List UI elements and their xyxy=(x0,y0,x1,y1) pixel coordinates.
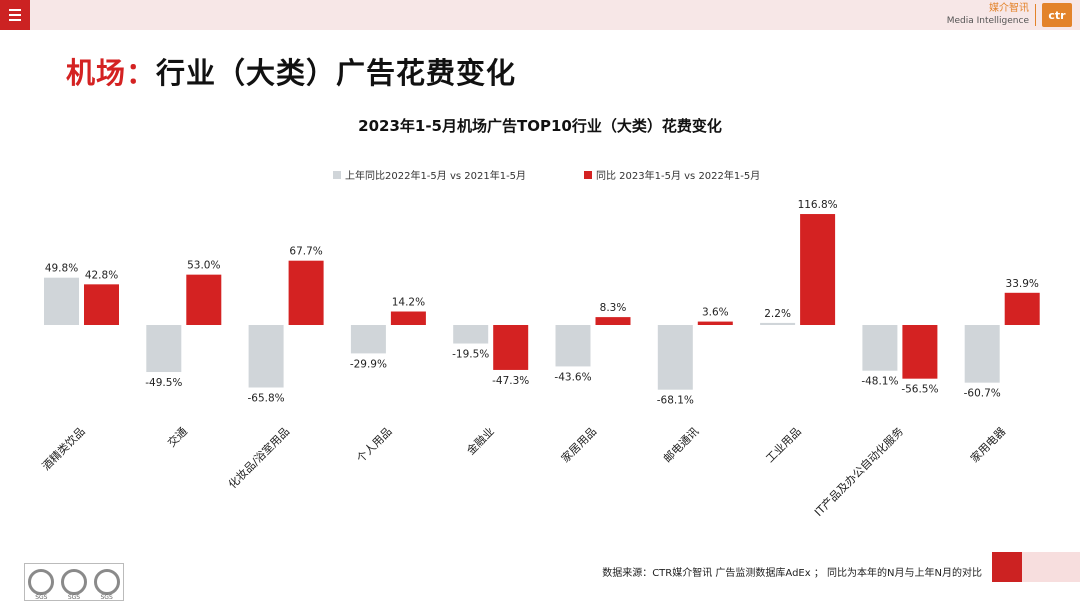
data-label-curr-1: 53.0% xyxy=(187,260,220,272)
data-label-prev-7: 2.2% xyxy=(764,308,791,320)
data-label-curr-6: 3.6% xyxy=(702,307,729,319)
bar-curr-9 xyxy=(1004,292,1040,325)
data-label-curr-4: -47.3% xyxy=(492,375,529,387)
category-label-5: 家居用品 xyxy=(558,424,599,465)
data-label-prev-2: -65.8% xyxy=(248,393,285,405)
certification-badges: SGS SGS SGS xyxy=(24,563,124,601)
bar-curr-2 xyxy=(288,260,324,325)
hamburger-menu-icon[interactable] xyxy=(0,0,30,30)
bar-prev-9 xyxy=(964,325,1000,383)
bar-prev-6 xyxy=(657,325,693,390)
legend-swatch-prev xyxy=(333,170,341,179)
data-label-curr-5: 8.3% xyxy=(600,302,627,314)
category-label-6: 邮电通讯 xyxy=(661,425,701,465)
footer-accent-block xyxy=(992,552,1022,582)
bar-curr-5 xyxy=(595,317,631,325)
data-label-curr-0: 42.8% xyxy=(85,269,118,281)
bar-prev-5 xyxy=(555,325,591,367)
category-label-2: 化妆品/浴室用品 xyxy=(225,424,292,491)
data-label-prev-0: 49.8% xyxy=(45,263,78,275)
data-label-prev-6: -68.1% xyxy=(657,395,694,407)
brand-name-en: Media Intelligence xyxy=(946,16,1029,26)
data-label-prev-9: -60.7% xyxy=(964,388,1001,400)
data-label-curr-7: 116.8% xyxy=(798,199,838,211)
bar-prev-7 xyxy=(760,322,796,325)
category-label-4: 金融业 xyxy=(464,424,497,457)
data-label-prev-8: -48.1% xyxy=(861,376,898,388)
legend-swatch-curr xyxy=(584,170,592,179)
data-label-curr-8: -56.5% xyxy=(901,384,938,396)
data-label-prev-3: -29.9% xyxy=(350,358,387,370)
data-source-note: 数据来源：CTR媒介智讯 广告监测数据库AdEx ； 同比为本年的N月与上年N月… xyxy=(602,568,982,579)
data-label-curr-3: 14.2% xyxy=(392,297,425,309)
top-bar: 媒介智讯 Media Intelligence ctr xyxy=(0,0,1080,30)
bar-curr-8 xyxy=(902,325,938,379)
chart-title: 2023年1-5月机场广告TOP10行业（大类）花费变化 xyxy=(358,117,722,135)
category-label-3: 个人用品 xyxy=(354,425,394,465)
bar-curr-1 xyxy=(186,274,222,325)
category-label-7: 工业用品 xyxy=(763,425,803,465)
category-label-9: 家用电器 xyxy=(967,424,1008,465)
data-label-curr-2: 67.7% xyxy=(289,246,322,258)
bar-curr-7 xyxy=(800,214,836,325)
legend-item-curr: 同比 2023年1-5月 vs 2022年1-5月 xyxy=(584,167,760,182)
bar-prev-0 xyxy=(44,277,79,325)
data-label-prev-4: -19.5% xyxy=(452,349,489,361)
category-label-1: 交通 xyxy=(164,424,189,449)
category-label-0: 酒精类饮品 xyxy=(39,424,88,473)
sgs-badge-icon: SGS xyxy=(93,569,120,601)
data-label-prev-1: -49.5% xyxy=(145,377,182,389)
brand-name-cn: 媒介智讯 xyxy=(989,3,1029,14)
page-title-prefix: 机场： xyxy=(66,56,157,90)
bar-prev-3 xyxy=(350,325,386,354)
legend-label-prev: 上年同比2022年1-5月 vs 2021年1-5月 xyxy=(345,171,527,182)
sgs-badge-icon: SGS xyxy=(28,569,55,601)
ctr-logo: ctr xyxy=(1042,3,1072,27)
bar-curr-4 xyxy=(493,325,529,370)
data-label-prev-5: -43.6% xyxy=(554,371,591,383)
page-title-main: 行业（大类）广告花费变化 xyxy=(156,56,517,90)
brand-logo-area: 媒介智讯 Media Intelligence ctr xyxy=(947,3,1072,27)
bar-curr-0 xyxy=(84,284,119,325)
sgs-badge-icon: SGS xyxy=(60,569,87,601)
legend-item-prev: 上年同比2022年1-5月 vs 2021年1-5月 xyxy=(333,167,526,182)
bar-curr-6 xyxy=(697,321,733,325)
bar-prev-1 xyxy=(146,325,182,373)
brand-divider xyxy=(1035,4,1036,26)
bar-prev-4 xyxy=(453,325,489,344)
data-label-curr-9: 33.9% xyxy=(1006,278,1039,290)
bar-prev-8 xyxy=(862,325,898,371)
page-title: 机场：行业（大类）广告花费变化 xyxy=(66,50,516,92)
legend-label-curr: 同比 2023年1-5月 vs 2022年1-5月 xyxy=(596,171,761,182)
category-label-8: IT产品及办公自动化服务 xyxy=(811,424,906,519)
bar-prev-2 xyxy=(248,325,284,388)
bar-curr-3 xyxy=(390,311,426,325)
